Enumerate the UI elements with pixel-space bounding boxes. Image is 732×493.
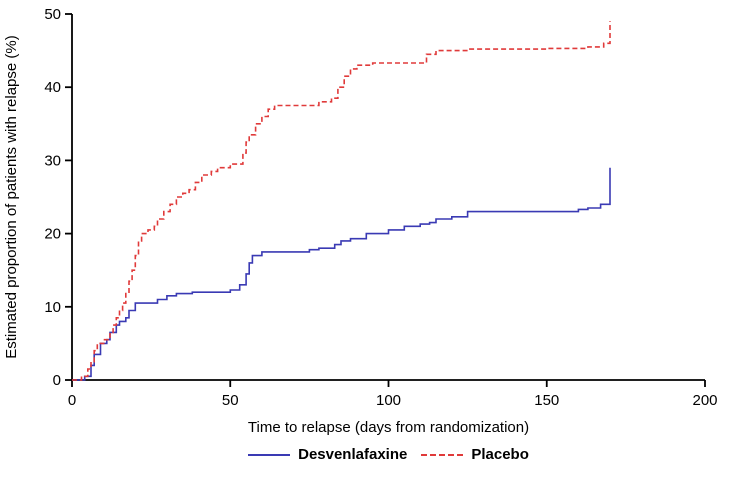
placebo-line-sample-icon [421, 453, 464, 456]
y-tick-label: 10 [44, 299, 61, 316]
series-line-placebo [72, 21, 611, 381]
y-tick-label: 40 [44, 79, 61, 96]
desvenlafaxine-line-sample-icon [248, 453, 291, 456]
x-tick-label: 100 [376, 392, 401, 409]
legend-item-placebo: Placebo [421, 446, 529, 463]
legend: Desvenlafaxine Placebo [0, 446, 732, 463]
y-tick-label: 50 [44, 6, 61, 23]
x-axis-title: Time to relapse (days from randomization… [247, 419, 530, 436]
y-tick-label: 30 [44, 152, 61, 169]
legend-item-desvenlafaxine: Desvenlafaxine [248, 446, 407, 463]
x-tick-label: 200 [692, 392, 717, 409]
x-tick-label: 150 [534, 392, 559, 409]
plot-area: Estimated proportion of patients with re… [3, 6, 718, 409]
x-tick-label: 50 [222, 392, 239, 409]
y-tick-label: 0 [53, 372, 61, 389]
y-axis-title: Estimated proportion of patients with re… [3, 35, 20, 359]
legend-label-placebo: Placebo [471, 446, 529, 463]
x-tick-label: 0 [68, 392, 76, 409]
series-line-desvenlafaxine [72, 167, 611, 381]
legend-label-desvenlafaxine: Desvenlafaxine [298, 446, 408, 463]
y-tick-label: 20 [44, 226, 61, 243]
